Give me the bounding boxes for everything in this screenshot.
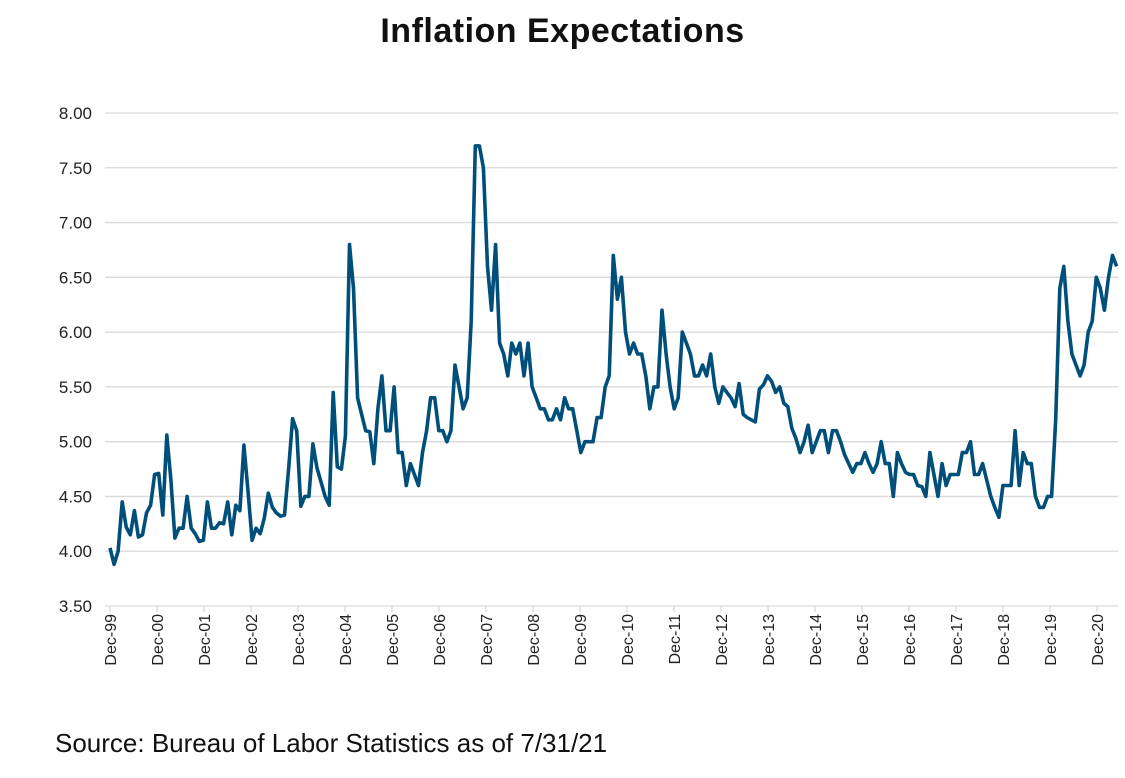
x-tick-label: Dec-02: [244, 614, 261, 666]
x-tick-label: Dec-00: [150, 614, 167, 666]
x-tick-label: Dec-06: [432, 614, 449, 666]
y-tick-label: 7.00: [59, 214, 92, 233]
x-tick-label: Dec-17: [949, 614, 966, 666]
x-tick-label: Dec-20: [1090, 614, 1107, 666]
x-tick-label: Dec-03: [291, 614, 308, 666]
x-tick-label: Dec-01: [197, 614, 214, 666]
x-tick-label: Dec-14: [808, 614, 825, 666]
x-tick-label: Dec-15: [855, 614, 872, 666]
x-tick-label: Dec-07: [479, 614, 496, 666]
x-tick-label: Dec-18: [996, 614, 1013, 666]
x-tick-label: Dec-10: [620, 614, 637, 666]
chart-title: Inflation Expectations: [380, 12, 745, 50]
series-line: [108, 144, 1119, 567]
y-tick-label: 8.00: [59, 104, 92, 123]
x-tick-label: Dec-11: [667, 614, 684, 664]
x-tick-label: Dec-99: [103, 614, 120, 666]
x-tick-label: Dec-19: [1043, 614, 1060, 666]
x-tick-label: Dec-16: [902, 614, 919, 666]
x-tick-label: Dec-13: [761, 614, 778, 666]
x-tick-label: Dec-08: [526, 614, 543, 666]
x-tick-label: Dec-12: [714, 614, 731, 666]
y-tick-label: 3.50: [59, 597, 92, 616]
source-note: Source: Bureau of Labor Statistics as of…: [55, 728, 608, 758]
x-tick-label: Dec-05: [385, 614, 402, 666]
y-tick-label: 6.50: [59, 268, 92, 287]
y-tick-label: 4.00: [59, 542, 92, 561]
y-tick-label: 4.50: [59, 487, 92, 506]
x-tick-label: Dec-04: [338, 614, 355, 666]
y-tick-label: 6.00: [59, 323, 92, 342]
x-tick-label: Dec-09: [573, 614, 590, 666]
y-tick-label: 5.00: [59, 433, 92, 452]
y-tick-label: 7.50: [59, 159, 92, 178]
y-tick-label: 5.50: [59, 378, 92, 397]
